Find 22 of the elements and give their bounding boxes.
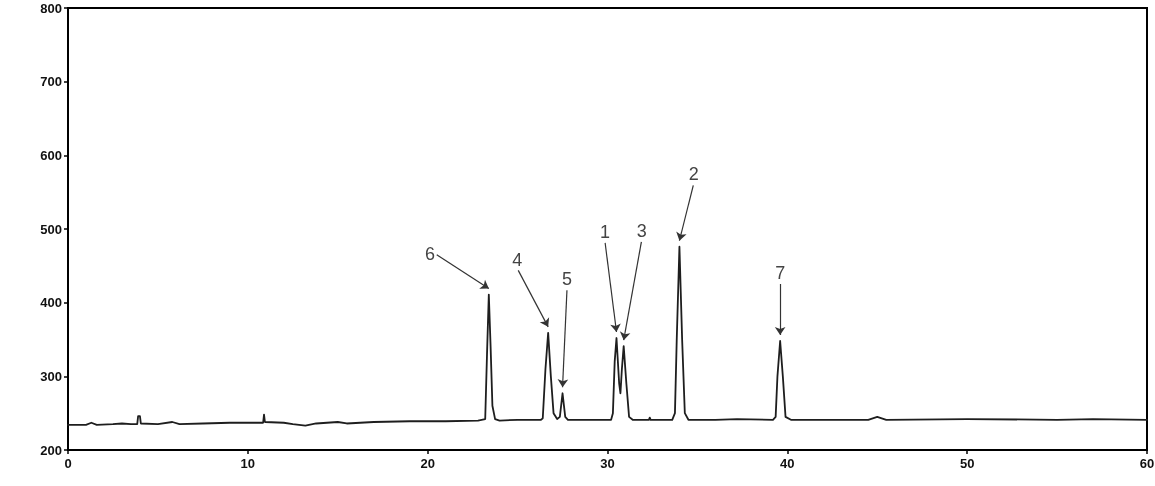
annotation: 1 (599, 221, 610, 242)
x-tick-label: 0 (64, 456, 72, 471)
y-tick-label: 200 (40, 442, 62, 458)
x-tick-label: 40 (780, 456, 795, 471)
x-tick-label: 60 (1139, 456, 1155, 471)
line-series (67, 245, 1148, 427)
x-tick-label: 30 (600, 456, 615, 471)
annotation: 3 (636, 220, 647, 241)
annotation: 5 (562, 269, 573, 290)
annotation: 7 (775, 262, 786, 283)
annotation: 6 (425, 243, 436, 264)
x-tick-label: 50 (959, 456, 975, 471)
y-tick-label: 800 (40, 0, 62, 16)
y-tick-label: 700 (40, 74, 62, 90)
y-tick-label: 300 (40, 368, 62, 384)
y-tick-label: 600 (40, 147, 62, 163)
annotation: 4 (512, 249, 523, 270)
y-tick-label: 400 (40, 295, 62, 311)
y-tick-label: 500 (40, 221, 62, 237)
x-tick-label: 20 (420, 456, 435, 471)
annotation: 2 (688, 164, 699, 185)
x-tick-label: 10 (240, 456, 256, 471)
